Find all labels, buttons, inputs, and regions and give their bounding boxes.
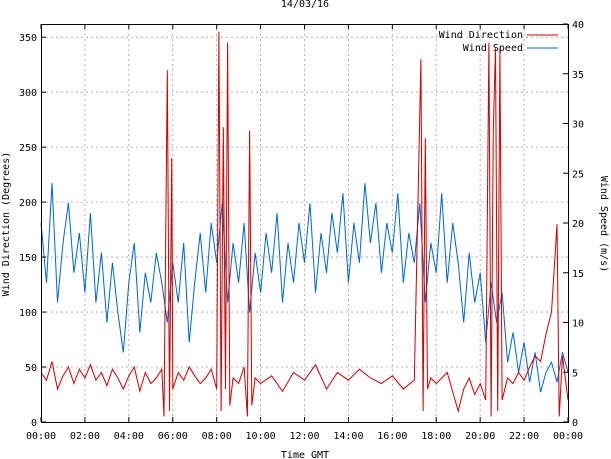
y-right-axis-label: Wind Speed (m/s) — [598, 176, 609, 272]
y-left-tick-label: 250 — [19, 143, 37, 154]
x-tick-label: 00:00 — [26, 431, 56, 442]
y-right-tick-label: 5 — [572, 368, 578, 379]
y-left-axis-label: Wind Direction (Degrees) — [1, 152, 12, 297]
series-line-wind-speed — [40, 183, 569, 393]
x-tick-label: 08:00 — [202, 431, 232, 442]
y-right-tick-label: 0 — [572, 418, 578, 429]
x-tick-label: 02:00 — [70, 431, 100, 442]
plot-series — [40, 31, 569, 417]
x-tick-label: 12:00 — [289, 431, 319, 442]
y-left-tick-label: 200 — [19, 198, 37, 209]
x-tick-label: 14:00 — [333, 431, 363, 442]
x-tick-label: 20:00 — [465, 431, 495, 442]
y-left-tick-label: 350 — [19, 33, 37, 44]
y-left-tick-label: 100 — [19, 308, 37, 319]
legend-label-wind-direction: Wind Direction — [439, 30, 523, 41]
y-right-tick-label: 10 — [572, 319, 584, 330]
y-right-tick-label: 20 — [572, 219, 584, 230]
y-right-tick-label: 40 — [572, 20, 584, 31]
y-left-tick-label: 300 — [19, 88, 37, 99]
x-tick-label: 04:00 — [114, 431, 144, 442]
x-tick-label: 18:00 — [421, 431, 451, 442]
x-tick-label: 16:00 — [377, 431, 407, 442]
x-tick-label: 10:00 — [246, 431, 276, 442]
x-tick-label: 00:00 — [553, 431, 583, 442]
y-right-tick-label: 25 — [572, 169, 584, 180]
chart-legend: Wind Direction Wind Speed — [439, 30, 558, 54]
series-line-wind-direction — [40, 31, 569, 417]
x-axis-label: Time GMT — [281, 450, 329, 459]
x-tick-label: 22:00 — [509, 431, 539, 442]
chart-title: 14/03/16 — [281, 0, 329, 10]
y-right-tick-label: 15 — [572, 269, 584, 280]
axis-ticks: 00:00 02:00 04:00 06:00 08:00 10:00 12:00 14:00… — [19, 20, 584, 442]
y-right-tick-label: 35 — [572, 70, 584, 81]
x-tick-label: 06:00 — [158, 431, 188, 442]
y-left-tick-label: 150 — [19, 253, 37, 264]
y-left-tick-label: 50 — [25, 363, 37, 374]
y-right-tick-label: 30 — [572, 120, 584, 131]
y-left-tick-label: 0 — [31, 418, 37, 429]
legend-label-wind-speed: Wind Speed — [463, 43, 523, 54]
